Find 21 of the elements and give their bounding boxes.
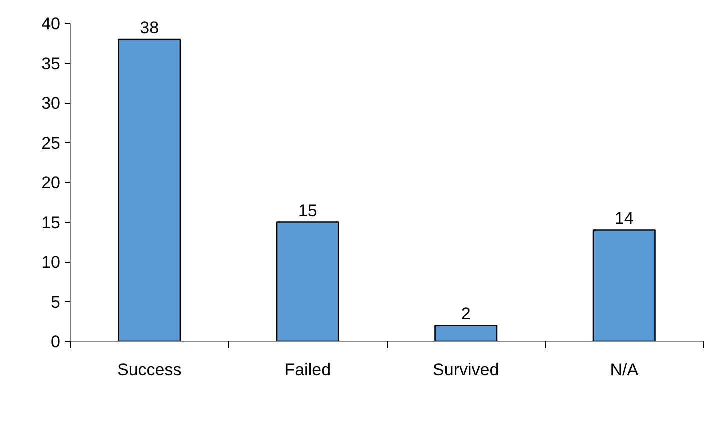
y-tick-label: 5 — [51, 292, 61, 312]
y-tick-label: 20 — [42, 174, 61, 193]
bar — [434, 324, 498, 342]
data-label: 38 — [140, 18, 160, 38]
bar — [276, 222, 340, 342]
y-tick-label: 40 — [42, 14, 61, 34]
y-tick-label: 35 — [42, 54, 61, 74]
y-tick-label: 30 — [42, 94, 61, 114]
bar — [592, 230, 656, 342]
data-label: 15 — [298, 201, 318, 220]
data-label: 2 — [461, 304, 471, 324]
x-tick-label: Survived — [433, 360, 500, 380]
x-tick-label: Success — [118, 360, 182, 380]
x-tick-label: Failed — [284, 360, 332, 380]
bar — [118, 38, 182, 342]
y-tick-label: 25 — [42, 134, 61, 153]
y-tick-label: 0 — [51, 332, 61, 352]
data-label: 14 — [614, 209, 634, 228]
y-tick-label: 10 — [42, 253, 61, 272]
y-tick-label: 15 — [42, 213, 61, 232]
x-tick-label: N/A — [610, 360, 640, 380]
